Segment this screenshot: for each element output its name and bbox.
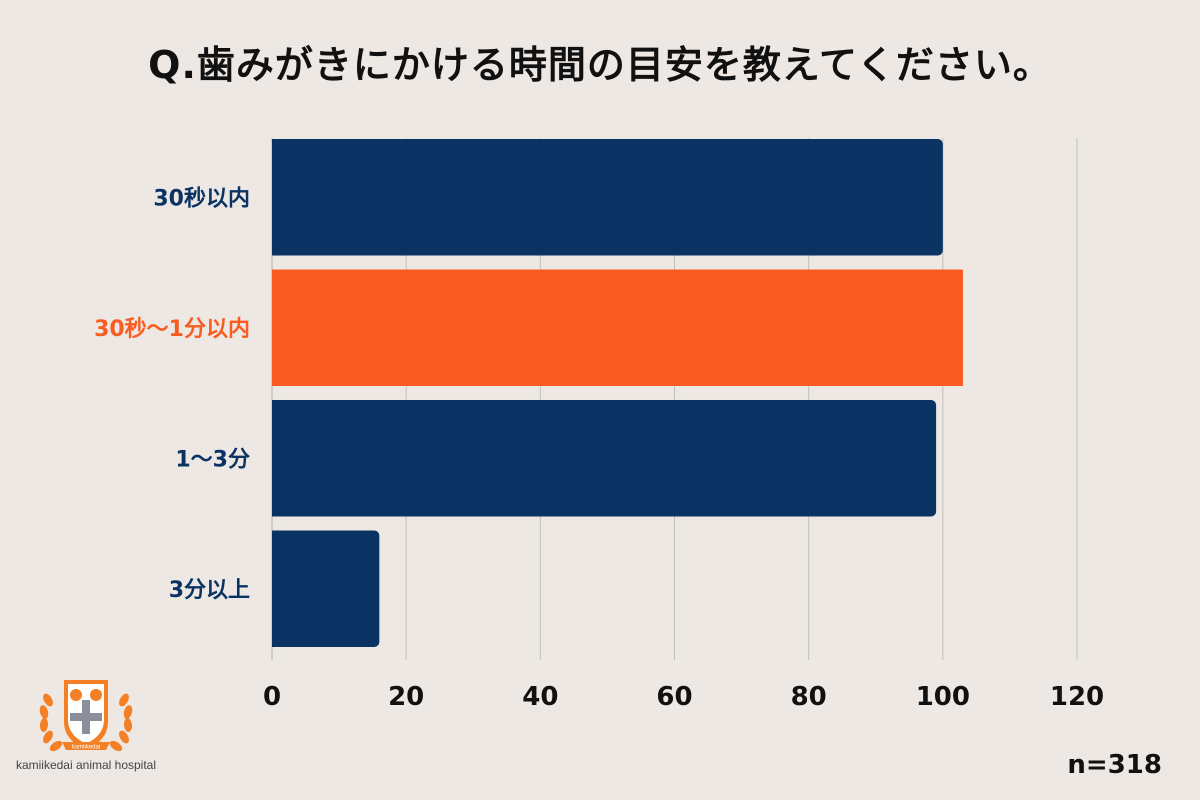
x-tick-label: 120: [1050, 682, 1104, 712]
chart-title: Q.歯みがきにかける時間の目安を教えてください。: [148, 43, 1052, 87]
logo-emblem-icon: kamiikedai: [39, 680, 133, 752]
bar-edge: [272, 400, 282, 517]
category-label: 30秒以内: [153, 186, 250, 211]
bar: [272, 139, 943, 256]
category-label: 30秒〜1分以内: [94, 317, 250, 342]
x-tick-label: 60: [656, 682, 692, 712]
x-axis: 0 20 40 60 80 100 120: [263, 682, 1104, 712]
bar: [272, 269, 963, 386]
hospital-logo: kamiikedai kamiikedai animal hospital: [6, 670, 166, 794]
logo-brand-text: kamiikedai animal hospital: [15, 758, 157, 772]
x-tick-label: 40: [522, 682, 558, 712]
bar: [272, 400, 937, 517]
x-tick-label: 0: [263, 682, 281, 712]
bar: [272, 530, 380, 647]
sample-size-label: n=318: [1067, 750, 1162, 780]
category-labels: 30秒以内 30秒〜1分以内 1〜3分 3分以上: [94, 186, 250, 603]
x-tick-label: 100: [916, 682, 970, 712]
bars: [272, 139, 963, 647]
logo-badge-text: kamiikedai: [72, 745, 100, 751]
bar-edge: [272, 530, 282, 647]
bar-edge: [272, 139, 282, 256]
x-tick-label: 20: [388, 682, 424, 712]
x-tick-label: 80: [791, 682, 827, 712]
category-label: 1〜3分: [175, 447, 250, 472]
category-label: 3分以上: [169, 578, 250, 603]
bar-edge: [272, 269, 282, 386]
